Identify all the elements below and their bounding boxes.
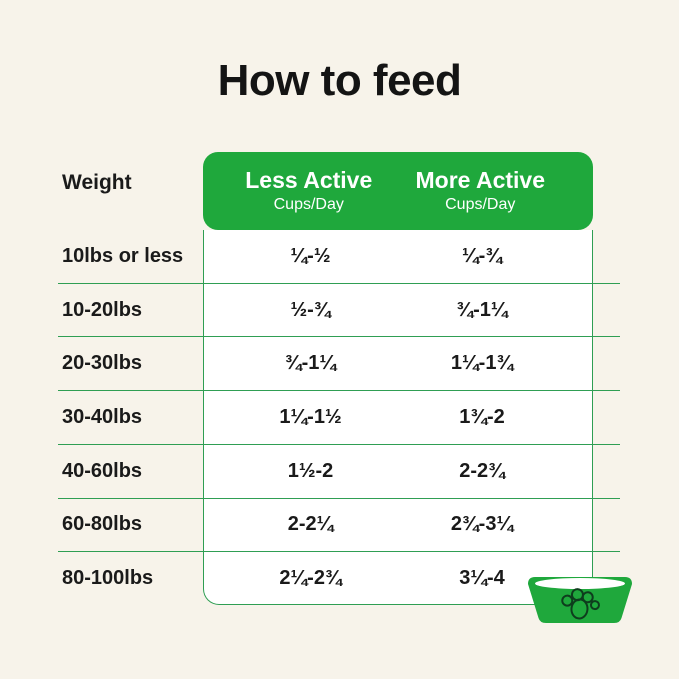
table-rows: 10lbs or less ¼-½ ¼-¾ 10-20lbs ½-¾ ¾-1¼ …: [58, 230, 620, 605]
header-less-active-sublabel: Cups/Day: [273, 195, 344, 213]
row-weight: 40-60lbs: [62, 459, 143, 482]
row-more-active: ¾-1¼: [456, 298, 508, 321]
bowl-opening: [535, 578, 625, 589]
table-row: 20-30lbs ¾-1¼ 1¼-1¾: [58, 337, 620, 392]
header-more-active-sublabel: Cups/Day: [445, 195, 516, 213]
table-row: 10lbs or less ¼-½ ¼-¾: [58, 230, 620, 284]
row-weight: 10-20lbs: [62, 298, 143, 321]
row-weight: 10lbs or less: [62, 244, 184, 267]
page-title: How to feed: [217, 56, 462, 105]
dog-bowl-paw-icon: [528, 577, 632, 623]
row-less-active: ¼-½: [290, 244, 331, 267]
row-less-active: ¾-1¼: [284, 352, 337, 375]
header-more-active: More Active Cups/Day: [395, 152, 594, 230]
table-row: 80-100lbs 2¼-2¾ 3¼-4: [58, 552, 620, 605]
row-more-active: 1¾-2: [459, 406, 505, 429]
row-weight: 60-80lbs: [62, 513, 143, 536]
table-row: 60-80lbs 2-2¼ 2¾-3¼: [58, 499, 620, 553]
row-more-active: 2-2¾: [459, 459, 505, 482]
row-more-active: 3¼-4: [459, 567, 505, 590]
table-body-background: [203, 230, 593, 605]
header-more-active-label: More Active: [415, 167, 546, 194]
row-less-active: ½-¾: [290, 298, 331, 321]
header-less-active-label: Less Active: [245, 167, 373, 194]
header-less-active: Less Active Cups/Day: [203, 152, 395, 230]
row-weight: 80-100lbs: [62, 567, 154, 590]
row-weight: 20-30lbs: [62, 352, 143, 375]
row-more-active: 1¼-1¾: [450, 352, 514, 375]
row-less-active: 2¼-2¾: [279, 567, 342, 590]
row-less-active: 1½-2: [287, 459, 334, 482]
row-more-active: 2¾-3¼: [450, 513, 514, 536]
row-weight: 30-40lbs: [62, 406, 143, 429]
row-more-active: ¼-¾: [461, 244, 503, 267]
row-less-active: 2-2¼: [287, 513, 334, 536]
paw-print-icon: [561, 588, 600, 620]
feeding-table: 10lbs or less ¼-½ ¼-¾ 10-20lbs ½-¾ ¾-1¼ …: [58, 230, 620, 605]
row-less-active: 1¼-1½: [279, 406, 342, 429]
weight-column-header: Weight: [62, 171, 132, 194]
table-row: 40-60lbs 1½-2 2-2¾: [58, 445, 620, 499]
table-row: 10-20lbs ½-¾ ¾-1¼: [58, 284, 620, 338]
table-row: 30-40lbs 1¼-1½ 1¾-2: [58, 391, 620, 445]
table-header: Less Active Cups/Day More Active Cups/Da…: [203, 152, 593, 230]
